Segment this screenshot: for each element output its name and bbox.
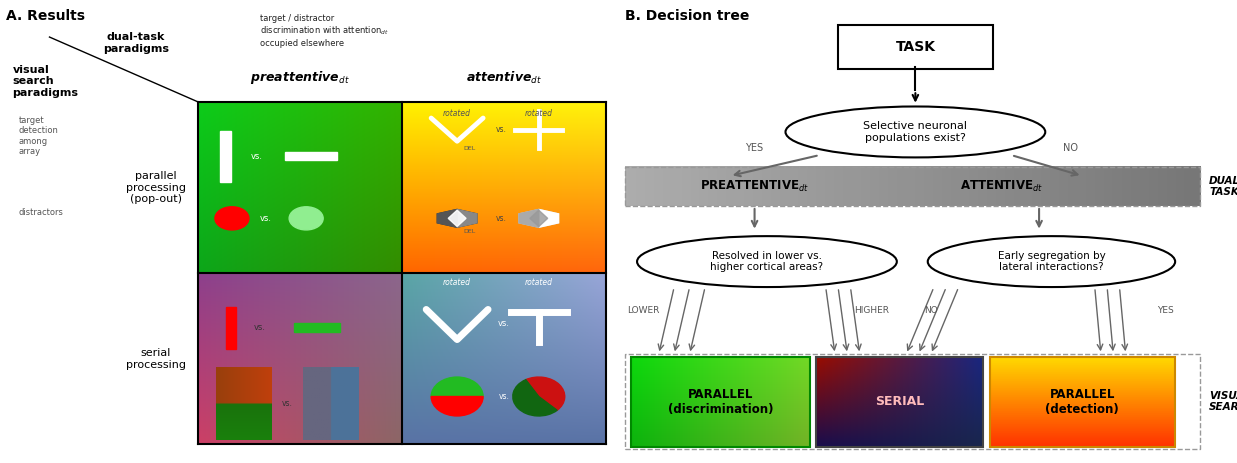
Ellipse shape [289, 207, 323, 230]
Text: distractors: distractors [19, 208, 63, 217]
Text: vs.: vs. [251, 152, 262, 161]
Text: LOWER: LOWER [627, 306, 659, 315]
Text: rotated: rotated [443, 109, 471, 118]
Text: vs.: vs. [496, 125, 506, 134]
Text: vs.: vs. [260, 214, 272, 223]
Text: NO: NO [1063, 143, 1077, 153]
Wedge shape [432, 377, 484, 396]
Bar [285, 152, 336, 160]
Polygon shape [539, 209, 559, 227]
Polygon shape [529, 210, 548, 226]
Text: NO: NO [924, 306, 938, 315]
Wedge shape [513, 380, 557, 416]
Text: Selective neuronal
populations exist?: Selective neuronal populations exist? [863, 121, 967, 143]
Text: DUAL
TASK: DUAL TASK [1209, 175, 1237, 197]
Text: ATTENTIVE$_{dt}$: ATTENTIVE$_{dt}$ [960, 179, 1044, 194]
Text: vs.: vs. [499, 392, 510, 401]
Text: HIGHER: HIGHER [855, 306, 889, 315]
Text: rotated: rotated [524, 109, 553, 118]
Text: B. Decision tree: B. Decision tree [625, 9, 750, 23]
Text: YES: YES [746, 143, 763, 153]
Polygon shape [438, 209, 477, 227]
Text: rotated: rotated [443, 278, 471, 287]
Text: PARALLEL
(discrimination): PARALLEL (discrimination) [668, 388, 773, 416]
Text: dual-task
paradigms: dual-task paradigms [103, 32, 169, 54]
Text: parallel
processing
(pop-out): parallel processing (pop-out) [125, 171, 186, 204]
Bar [816, 357, 983, 447]
Text: serial
processing: serial processing [125, 348, 186, 369]
Text: Resolved in lower vs.
higher cortical areas?: Resolved in lower vs. higher cortical ar… [710, 251, 824, 272]
Wedge shape [526, 377, 565, 410]
Text: attentive$_{dt}$: attentive$_{dt}$ [466, 69, 542, 86]
Polygon shape [438, 209, 458, 227]
Bar [990, 357, 1175, 447]
Polygon shape [520, 209, 559, 227]
Text: TASK: TASK [896, 40, 935, 55]
Text: vs.: vs. [499, 319, 510, 328]
Wedge shape [432, 396, 484, 416]
Polygon shape [520, 209, 539, 227]
Ellipse shape [928, 236, 1175, 287]
Text: PREATTENTIVE$_{dt}$: PREATTENTIVE$_{dt}$ [700, 179, 809, 194]
Polygon shape [448, 210, 466, 226]
Bar [631, 357, 810, 447]
Ellipse shape [215, 207, 249, 230]
Text: Early segregation by
lateral interactions?: Early segregation by lateral interaction… [997, 251, 1106, 272]
Bar [294, 323, 340, 332]
Bar [225, 307, 235, 349]
Bar [220, 131, 230, 182]
Text: A. Results: A. Results [6, 9, 85, 23]
Text: DEL: DEL [464, 146, 475, 151]
Ellipse shape [637, 236, 897, 287]
Text: vs.: vs. [282, 399, 293, 408]
Text: target / distractor
discrimination with attention$_{dt}$
occupied elsewhere: target / distractor discrimination with … [260, 14, 388, 48]
Polygon shape [458, 209, 477, 227]
Text: vs.: vs. [254, 324, 266, 332]
Text: visual
search
paradigms: visual search paradigms [12, 65, 78, 98]
Text: YES: YES [1158, 306, 1174, 315]
FancyBboxPatch shape [839, 25, 992, 69]
Ellipse shape [785, 106, 1045, 157]
Text: vs.: vs. [496, 214, 506, 223]
Text: PARALLEL
(detection): PARALLEL (detection) [1045, 388, 1119, 416]
Text: preattentive$_{dt}$: preattentive$_{dt}$ [250, 69, 350, 86]
Text: rotated: rotated [524, 278, 553, 287]
Text: VISUAL
SEARCH: VISUAL SEARCH [1209, 391, 1237, 413]
Text: SERIAL: SERIAL [876, 395, 924, 408]
Text: DEL: DEL [464, 229, 475, 234]
Text: target
detection
among
array: target detection among array [19, 116, 58, 156]
